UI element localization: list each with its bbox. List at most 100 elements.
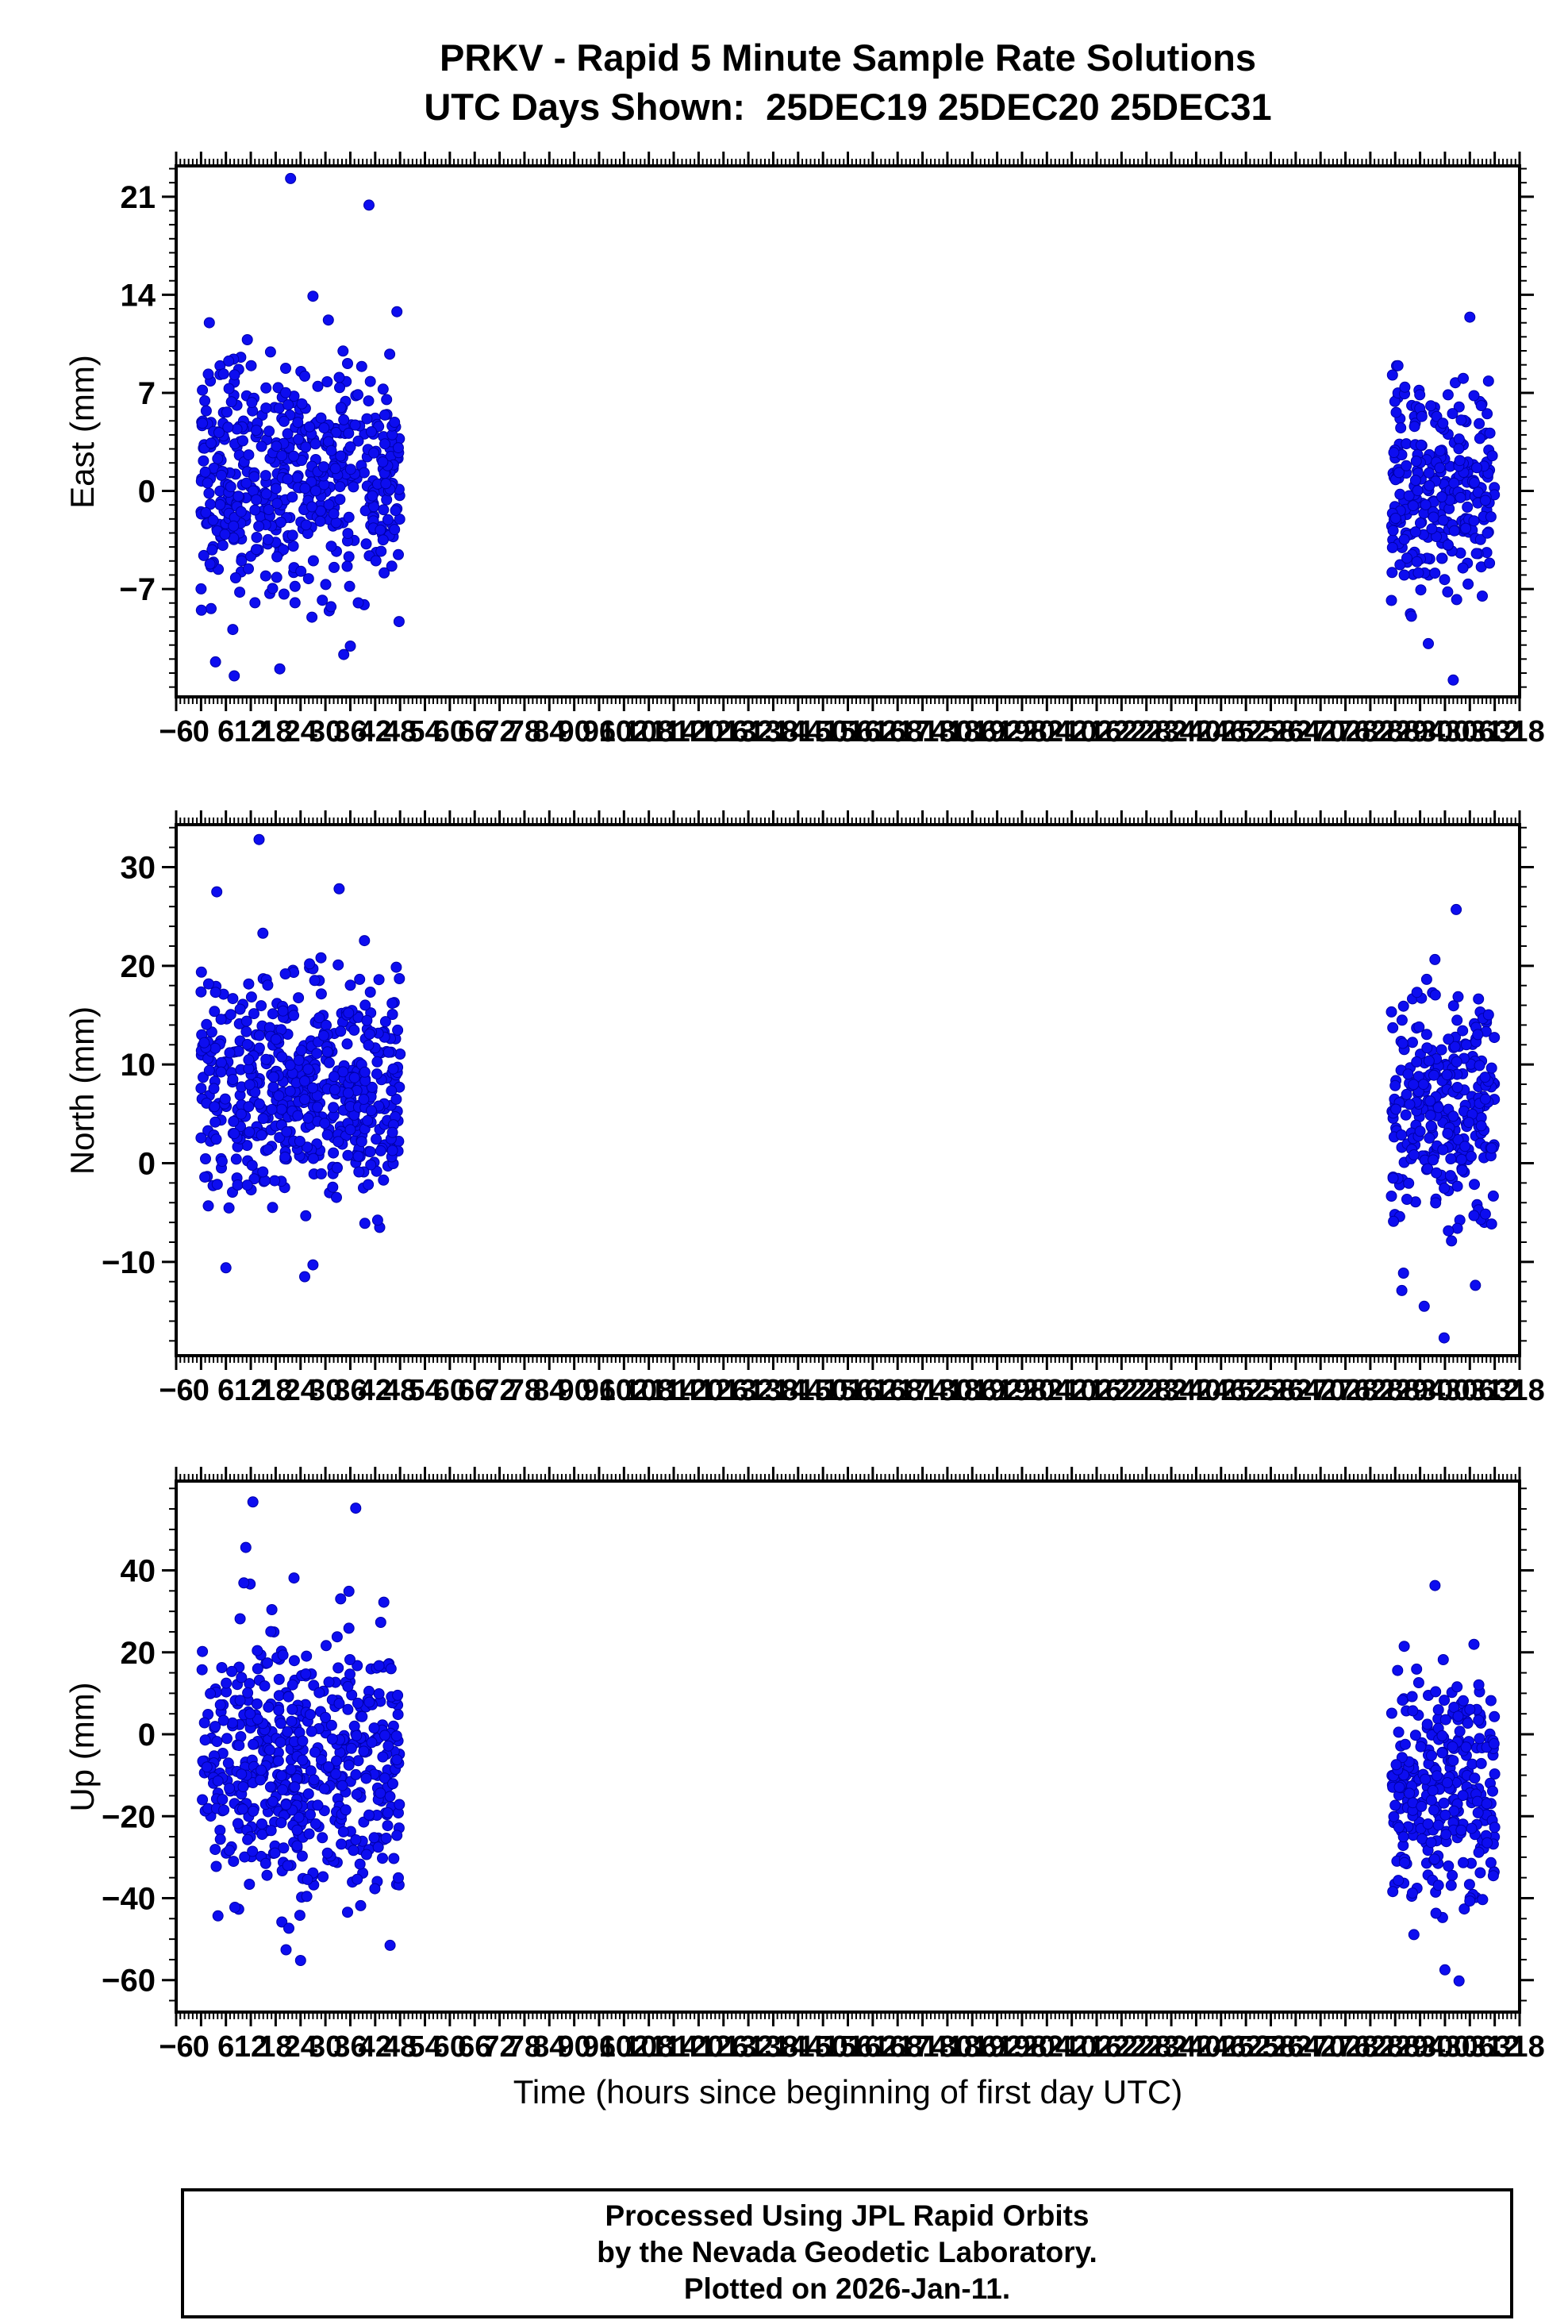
svg-text:78: 78 [508,2030,541,2064]
svg-text:40: 40 [121,1554,156,1589]
svg-text:0: 0 [138,1147,156,1182]
svg-text:30: 30 [309,1374,342,1407]
svg-text:0: 0 [138,1718,156,1753]
svg-text:156: 156 [823,2030,873,2064]
svg-text:228: 228 [1121,715,1171,748]
svg-text:240: 240 [1171,715,1221,748]
svg-text:24: 24 [284,1374,317,1407]
svg-text:264: 264 [1270,1374,1320,1407]
svg-text:312: 312 [1470,2030,1520,2064]
svg-text:198: 198 [997,2030,1047,2064]
svg-text:294: 294 [1395,2030,1445,2064]
svg-text:84: 84 [532,2030,566,2064]
svg-text:24: 24 [284,715,317,748]
svg-text:150: 150 [797,2030,847,2064]
svg-text:252: 252 [1220,715,1270,748]
svg-text:6: 6 [217,715,234,748]
plot-title-line2: UTC Days Shown: 25DEC19 25DEC20 25DEC31 [424,86,1272,128]
svg-text:180: 180 [922,1374,972,1407]
svg-text:21: 21 [121,180,156,215]
svg-text:228: 228 [1121,1374,1171,1407]
svg-text:312: 312 [1470,1374,1520,1407]
svg-text:108: 108 [624,1374,674,1407]
svg-text:198: 198 [997,715,1047,748]
svg-text:168: 168 [873,715,923,748]
svg-text:264: 264 [1270,715,1320,748]
svg-text:276: 276 [1320,1374,1370,1407]
plot-title-line1: PRKV - Rapid 5 Minute Sample Rate Soluti… [440,37,1256,79]
svg-text:288: 288 [1370,1374,1420,1407]
svg-text:60: 60 [433,715,467,748]
svg-text:−6: −6 [159,1374,193,1407]
svg-text:20: 20 [121,1636,156,1671]
svg-text:216: 216 [1071,2030,1121,2064]
svg-text:−10: −10 [102,1245,156,1280]
svg-text:0: 0 [193,1374,209,1407]
svg-text:96: 96 [582,715,616,748]
footer-line2: by the Nevada Geodetic Laboratory. [597,2236,1097,2268]
svg-text:150: 150 [797,715,847,748]
svg-text:96: 96 [582,2030,616,2064]
svg-text:120: 120 [674,715,724,748]
svg-text:180: 180 [922,715,972,748]
svg-text:42: 42 [359,715,392,748]
svg-text:300: 300 [1420,2030,1470,2064]
svg-text:240: 240 [1171,2030,1221,2064]
svg-text:−6: −6 [159,715,193,748]
svg-text:216: 216 [1071,1374,1121,1407]
svg-text:270: 270 [1295,715,1345,748]
svg-text:102: 102 [599,715,649,748]
svg-text:162: 162 [847,2030,897,2064]
svg-text:270: 270 [1295,1374,1345,1407]
svg-text:294: 294 [1395,715,1445,748]
svg-text:186: 186 [947,1374,997,1407]
svg-text:96: 96 [582,1374,616,1407]
svg-text:210: 210 [1047,715,1097,748]
svg-text:138: 138 [748,715,798,748]
svg-text:252: 252 [1220,2030,1270,2064]
svg-text:288: 288 [1370,715,1420,748]
svg-text:60: 60 [433,2030,467,2064]
svg-text:168: 168 [873,2030,923,2064]
svg-text:258: 258 [1246,1374,1296,1407]
svg-text:48: 48 [383,715,417,748]
svg-text:126: 126 [698,1374,748,1407]
svg-text:84: 84 [532,1374,566,1407]
svg-text:144: 144 [773,1374,823,1407]
svg-text:36: 36 [333,1374,367,1407]
svg-text:−7: −7 [119,572,156,607]
svg-text:30: 30 [121,850,156,885]
svg-text:192: 192 [972,2030,1022,2064]
svg-text:204: 204 [1022,2030,1072,2064]
svg-text:0: 0 [193,715,209,748]
plot-title: PRKV - Rapid 5 Minute Sample Rate Soluti… [176,33,1520,132]
svg-text:114: 114 [649,1374,698,1407]
svg-text:186: 186 [947,2030,997,2064]
svg-text:6: 6 [217,2030,234,2064]
svg-text:36: 36 [333,715,367,748]
svg-text:90: 90 [557,1374,590,1407]
svg-text:246: 246 [1196,1374,1246,1407]
svg-text:300: 300 [1420,715,1470,748]
svg-text:132: 132 [723,715,773,748]
svg-text:90: 90 [557,2030,590,2064]
svg-text:180: 180 [922,2030,972,2064]
svg-text:216: 216 [1071,715,1121,748]
svg-text:60: 60 [433,1374,467,1407]
svg-text:318: 318 [1494,1374,1544,1407]
svg-text:240: 240 [1171,1374,1221,1407]
svg-text:20: 20 [121,949,156,984]
svg-text:66: 66 [458,715,491,748]
svg-text:108: 108 [624,2030,674,2064]
svg-text:6: 6 [217,1374,234,1407]
svg-text:192: 192 [972,1374,1022,1407]
svg-text:198: 198 [997,1374,1047,1407]
svg-text:66: 66 [458,1374,491,1407]
svg-text:282: 282 [1345,1374,1395,1407]
svg-text:18: 18 [259,715,292,748]
svg-text:204: 204 [1022,715,1072,748]
svg-text:126: 126 [698,715,748,748]
svg-text:174: 174 [897,2030,947,2064]
svg-text:186: 186 [947,715,997,748]
